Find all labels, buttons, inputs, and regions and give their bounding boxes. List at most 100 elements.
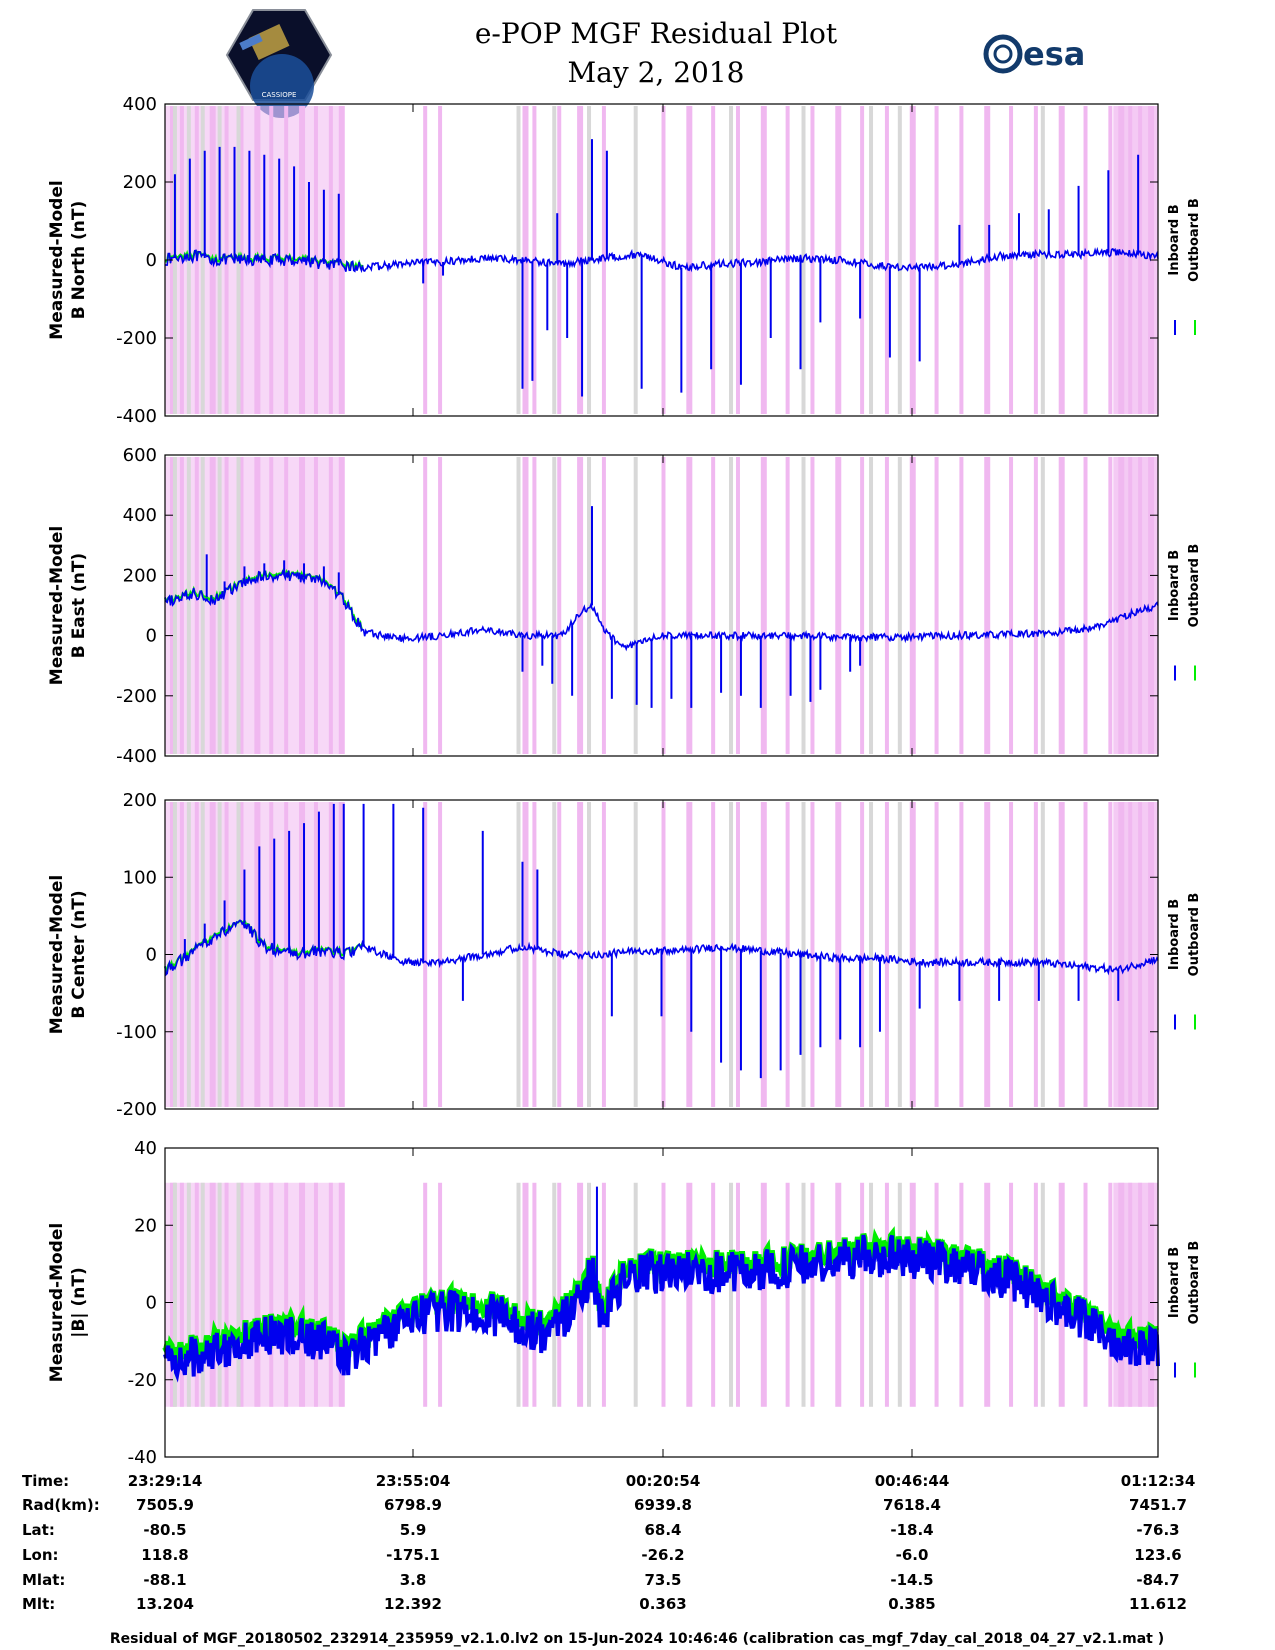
- eclipse-band: [785, 457, 790, 754]
- eclipse-band: [984, 106, 991, 414]
- data-gap-band: [1040, 802, 1045, 1107]
- y-axis-label: |B| (nT): [69, 1267, 89, 1338]
- data-gap-band: [217, 802, 222, 1107]
- eclipse-band: [1033, 106, 1038, 414]
- data-gap-band: [729, 457, 734, 754]
- data-gap-band: [897, 802, 902, 1107]
- eclipse-band: [577, 457, 584, 754]
- data-gap-band: [1040, 106, 1045, 414]
- info-label-lat: Lat:: [22, 1521, 55, 1539]
- eclipse-band: [810, 1182, 815, 1407]
- data-gap-band: [552, 106, 557, 414]
- eclipse-band: [711, 802, 716, 1107]
- chart-title: e-POP MGF Residual Plot: [475, 17, 838, 50]
- data-gap-band: [552, 1182, 557, 1407]
- info-cell: 12.392: [384, 1595, 442, 1613]
- eclipse-band: [810, 802, 815, 1107]
- eclipse-band: [934, 802, 939, 1107]
- eclipse-band: [785, 1182, 790, 1407]
- info-cell: 23:55:04: [376, 1472, 451, 1490]
- eclipse-band: [522, 802, 529, 1107]
- eclipse-band: [860, 1182, 865, 1407]
- info-cell: 01:12:34: [1121, 1472, 1196, 1490]
- cassiope-logo: CASSIOPE: [225, 9, 333, 118]
- data-gap-band: [869, 1182, 874, 1407]
- eclipse-band: [423, 802, 428, 1107]
- chart-date: May 2, 2018: [568, 56, 745, 89]
- inboard-trace: [164, 246, 1159, 274]
- info-cell: 23:29:14: [128, 1472, 203, 1490]
- legend-outboard-label: Outboard B: [1187, 893, 1202, 977]
- eclipse-band: [532, 802, 537, 1107]
- eclipse-band: [522, 457, 529, 754]
- eclipse-band: [1083, 106, 1088, 414]
- data-gap-band: [897, 1182, 902, 1407]
- y-tick-label: -40: [128, 1447, 157, 1468]
- data-gap-band: [172, 802, 177, 1107]
- data-gap-band: [1040, 457, 1045, 754]
- info-cell: 7505.9: [136, 1496, 194, 1514]
- info-cell: 6798.9: [384, 1496, 442, 1514]
- eclipse-band: [884, 106, 889, 414]
- eclipse-band: [1108, 457, 1113, 754]
- data-gap-band: [217, 1182, 222, 1407]
- eclipse-band: [959, 106, 964, 414]
- legend-inboard-label: Inboard B: [1167, 899, 1182, 970]
- eclipse-band: [711, 457, 716, 754]
- y-tick-label: 400: [123, 505, 157, 526]
- data-gap-band: [516, 802, 521, 1107]
- data-gap-band: [200, 106, 205, 414]
- data-gap-band: [516, 457, 521, 754]
- data-gap-band: [869, 802, 874, 1107]
- eclipse-band: [934, 457, 939, 754]
- y-tick-label: 600: [123, 445, 157, 466]
- eclipse-band: [601, 106, 606, 414]
- legend-outboard-label: Outboard B: [1187, 198, 1202, 282]
- data-gap-band: [552, 802, 557, 1107]
- eclipse-band: [909, 1182, 916, 1407]
- eclipse-band: [884, 802, 889, 1107]
- data-gap-band: [897, 106, 902, 414]
- eclipse-band: [909, 802, 916, 1107]
- y-tick-label: 400: [123, 94, 157, 115]
- info-cell: 7618.4: [883, 1496, 941, 1514]
- eclipse-band: [984, 802, 991, 1107]
- info-cell: 68.4: [644, 1521, 681, 1539]
- eclipse-band: [1108, 1182, 1113, 1407]
- info-cell: -84.7: [1136, 1571, 1179, 1589]
- eclipse-band: [532, 457, 537, 754]
- eclipse-band: [1113, 457, 1158, 754]
- data-gap-band: [587, 457, 592, 754]
- info-label-lon: Lon:: [22, 1546, 59, 1564]
- eclipse-band: [860, 457, 865, 754]
- panel-b_east: 600 400 200 0 -200 -400 Measured-Model B East (…: [47, 445, 1202, 767]
- eclipse-band: [686, 1182, 693, 1407]
- data-gap-band: [869, 106, 874, 414]
- data-gap-band: [633, 457, 638, 754]
- inboard-trace: [164, 919, 1159, 977]
- plot-frame: [164, 454, 1159, 757]
- eclipse-band: [1108, 106, 1113, 414]
- legend-inboard-label: Inboard B: [1167, 204, 1182, 275]
- data-gap-band: [200, 1182, 205, 1407]
- eclipse-band: [1058, 106, 1065, 414]
- data-gap-band: [200, 802, 205, 1107]
- info-cell: 0.363: [639, 1595, 686, 1613]
- data-gap-band: [729, 1182, 734, 1407]
- info-cell: -175.1: [386, 1546, 440, 1564]
- info-table: Time: Rad(km): Lat: Lon: Mlat: Mlt: 23:2…: [22, 1472, 1195, 1613]
- info-label-rad: Rad(km):: [22, 1496, 100, 1514]
- eclipse-band: [661, 802, 666, 1107]
- esa-logo-text: esa: [1023, 35, 1085, 73]
- data-gap-band: [729, 802, 734, 1107]
- y-axis-label: Measured-Model: [47, 526, 67, 685]
- info-cell: -6.0: [896, 1546, 929, 1564]
- y-tick-label: -20: [128, 1370, 157, 1391]
- eclipse-band: [601, 1182, 606, 1407]
- y-axis-label: B North (nT): [69, 201, 89, 320]
- panel-b_total: 40 20 0 -20 -40 Measured-Model |B| (nT) Inboard…: [47, 1138, 1202, 1468]
- data-gap-band: [172, 106, 177, 414]
- data-gap-band: [552, 457, 557, 754]
- eclipse-band: [1009, 802, 1014, 1107]
